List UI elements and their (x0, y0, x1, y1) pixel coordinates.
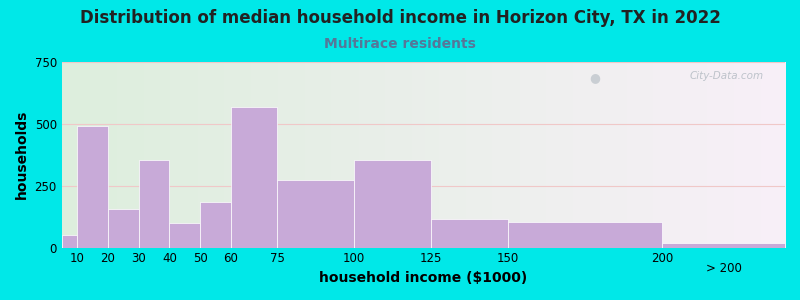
Bar (508, 222, 662, 247)
Text: Multirace residents: Multirace residents (324, 38, 476, 52)
Bar (354, 160, 431, 248)
Bar (431, 219, 508, 248)
Y-axis label: households: households (15, 110, 29, 200)
Bar (62, 235, 77, 248)
Bar (170, 223, 200, 248)
Bar (662, 243, 785, 248)
Text: Distribution of median household income in Horizon City, TX in 2022: Distribution of median household income … (79, 9, 721, 27)
Bar (200, 202, 231, 247)
Text: ●: ● (590, 71, 601, 84)
Text: City-Data.com: City-Data.com (689, 71, 763, 81)
Text: > 200: > 200 (706, 262, 742, 275)
Bar (108, 209, 138, 248)
Bar (277, 179, 354, 248)
X-axis label: household income ($1000): household income ($1000) (319, 271, 527, 285)
Bar (138, 160, 170, 248)
Bar (231, 106, 277, 248)
Bar (77, 126, 108, 248)
